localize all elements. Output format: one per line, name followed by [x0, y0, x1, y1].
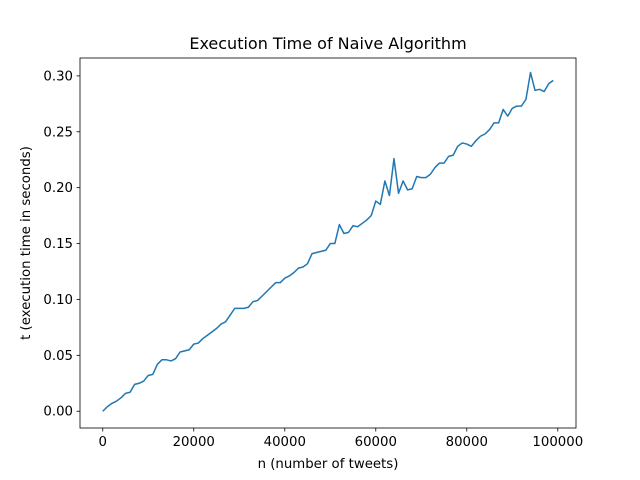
- x-tick-label: 20000: [173, 435, 215, 450]
- series-line: [102, 71, 554, 412]
- x-tick-label: 0: [99, 435, 107, 450]
- y-tick-label: 0.25: [43, 125, 73, 140]
- y-tick-label: 0.05: [43, 349, 73, 364]
- chart-title: Execution Time of Naive Algorithm: [189, 34, 466, 53]
- x-tick-label: 100000: [532, 435, 583, 450]
- x-axis-label: n (number of tweets): [258, 457, 399, 472]
- x-tick-label: 80000: [446, 435, 488, 450]
- x-tick-label: 60000: [355, 435, 397, 450]
- y-tick-label: 0.15: [43, 237, 73, 252]
- axes-frame: [79, 57, 577, 429]
- x-axis-ticks: 0 20000 40000 60000 80000 100000: [99, 428, 583, 450]
- y-axis-label: t (execution time in seconds): [19, 146, 34, 340]
- y-axis-ticks: 0.00 0.05 0.10 0.15 0.20 0.25 0.30: [43, 69, 80, 420]
- y-tick-label: 0.20: [43, 181, 73, 196]
- y-tick-label: 0.00: [43, 405, 73, 420]
- x-tick-label: 40000: [264, 435, 306, 450]
- y-tick-label: 0.30: [43, 69, 73, 84]
- y-tick-label: 0.10: [43, 293, 73, 308]
- plot-area: [79, 57, 577, 429]
